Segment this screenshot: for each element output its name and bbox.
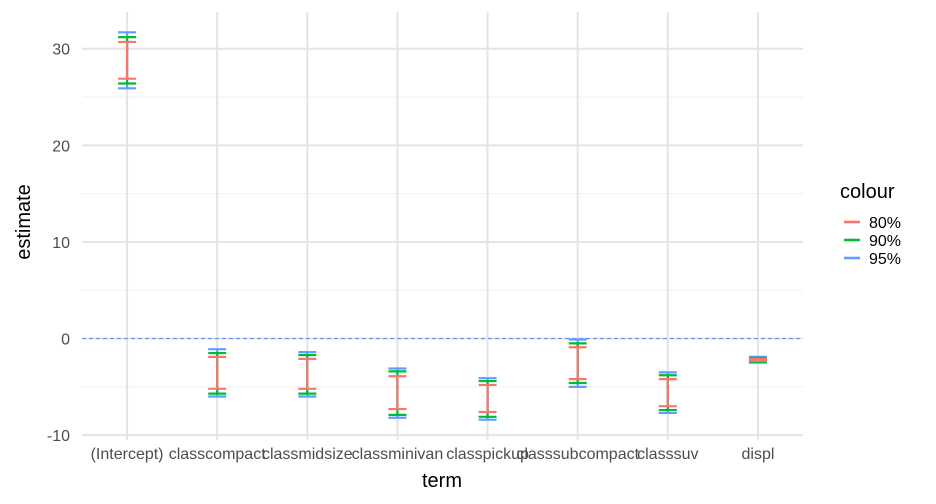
y-axis-ticks: -10 0 10 20 30: [47, 42, 70, 445]
error-bar: [388, 375, 407, 411]
x-tick-label: classminivan: [352, 446, 444, 463]
y-tick-label: 10: [52, 235, 70, 252]
x-tick-label: classmidsize: [262, 446, 353, 463]
x-tick-label: classsubcompact: [516, 446, 639, 463]
error-bar: [208, 355, 227, 390]
legend-label: 80%: [869, 215, 901, 232]
legend: colour 80%90%95%: [840, 181, 901, 268]
x-tick-label: classcompact: [169, 446, 266, 463]
error-bar: [568, 346, 587, 381]
legend-item: 80%: [844, 215, 901, 232]
legend-items: 80%90%95%: [844, 215, 901, 268]
series-95pct: [118, 31, 767, 421]
x-tick-label: classpickup: [446, 446, 529, 463]
legend-label: 95%: [869, 251, 901, 268]
x-axis-ticks: (Intercept) classcompactclassmidsizeclass…: [91, 446, 775, 463]
x-tick-label: classsuv: [637, 446, 698, 463]
error-bar: [748, 357, 767, 362]
legend-item: 95%: [844, 251, 901, 268]
error-bar: [478, 383, 497, 414]
y-tick-label: 30: [52, 42, 70, 59]
y-tick-label: -10: [47, 428, 70, 445]
x-axis-title: term: [422, 470, 462, 492]
legend-label: 90%: [869, 233, 901, 250]
x-tick-label: displ: [741, 446, 774, 463]
series-90pct: [118, 36, 767, 418]
y-axis-title: estimate: [13, 184, 35, 260]
error-bar: [118, 40, 137, 80]
series-80pct: [118, 40, 767, 414]
legend-title: colour: [840, 181, 895, 203]
error-bars: [118, 31, 767, 421]
y-tick-label: 20: [52, 138, 70, 155]
y-tick-label: 0: [61, 332, 70, 349]
legend-item: 90%: [844, 233, 901, 250]
error-bar: [658, 378, 677, 408]
x-tick-label: (Intercept): [91, 446, 164, 463]
error-bar: [298, 357, 317, 390]
grid: [82, 12, 803, 440]
